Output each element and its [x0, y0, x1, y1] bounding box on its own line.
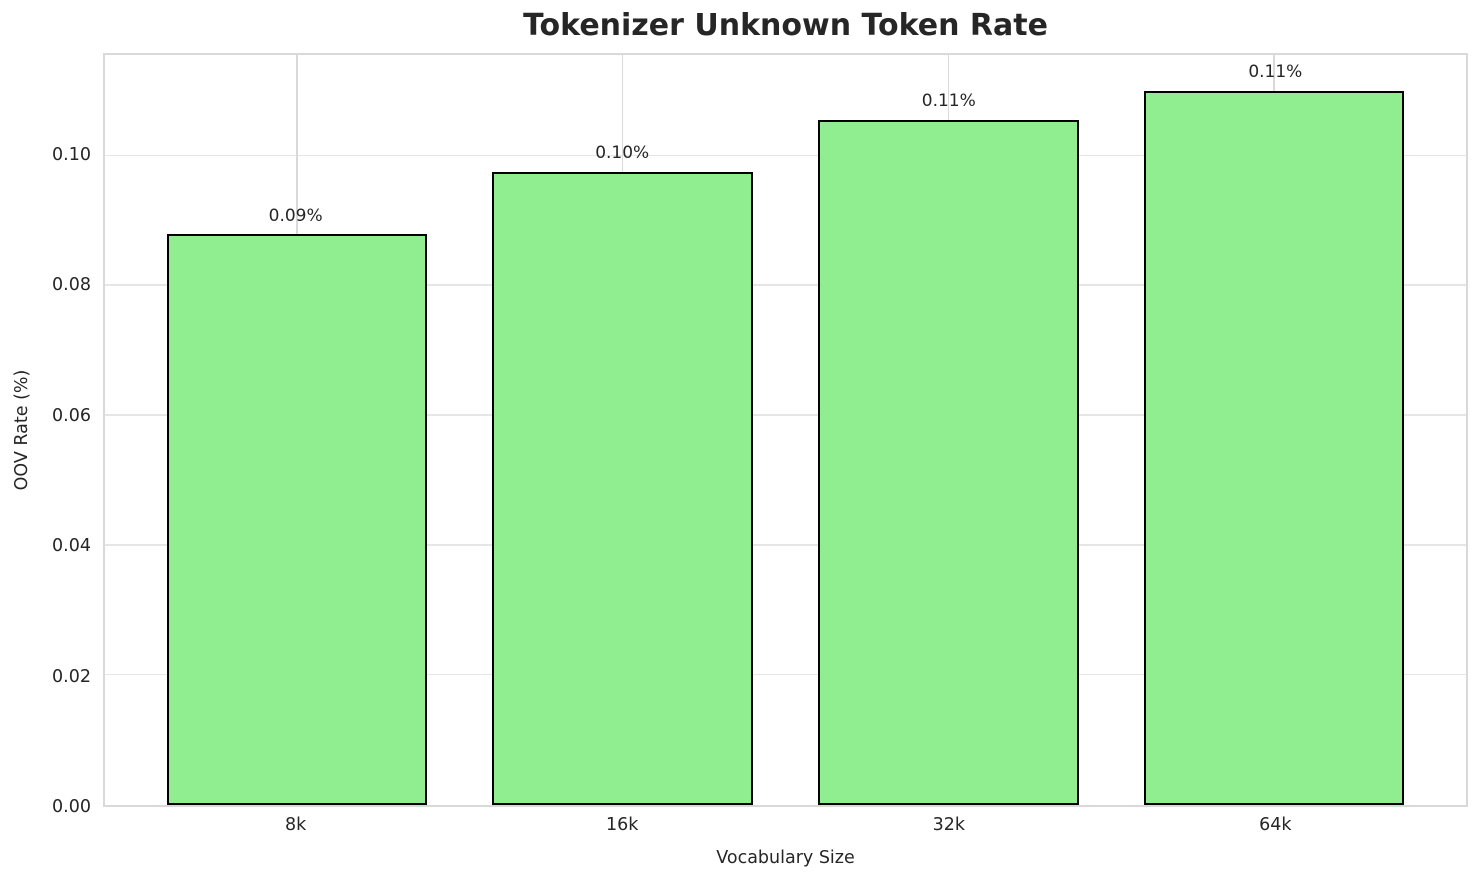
- horizontal-gridline: [105, 544, 1466, 546]
- chart-title: Tokenizer Unknown Token Rate: [523, 8, 1048, 43]
- horizontal-gridline: [105, 154, 1466, 157]
- bar-value-label: 0.09%: [268, 206, 323, 227]
- x-tick-label: 8k: [285, 815, 307, 835]
- bar-value-label: 0.11%: [1248, 61, 1303, 82]
- plot-area: [103, 53, 1468, 807]
- horizontal-gridline: [105, 414, 1466, 416]
- x-tick-label: 16k: [606, 815, 639, 835]
- bar-value-label: 0.10%: [595, 143, 650, 164]
- x-tick-label: 32k: [932, 815, 965, 835]
- y-tick-label: 0.04: [52, 536, 91, 557]
- x-tick-label: 64k: [1259, 815, 1292, 835]
- y-tick-label: 0.00: [52, 797, 91, 817]
- bar-16k: [492, 171, 753, 805]
- x-axis-title: Vocabulary Size: [716, 848, 855, 868]
- horizontal-gridline: [105, 673, 1466, 676]
- y-tick-label: 0.08: [52, 275, 91, 296]
- y-tick-label: 0.02: [52, 666, 91, 687]
- bar-value-label: 0.11%: [921, 91, 976, 112]
- bar-64k: [1143, 90, 1405, 805]
- bar-8k: [166, 234, 428, 805]
- bar-32k: [818, 119, 1079, 805]
- y-axis-title: OOV Rate (%): [12, 369, 32, 491]
- y-tick-label: 0.06: [52, 405, 91, 426]
- y-tick-label: 0.10: [52, 144, 91, 165]
- horizontal-gridline: [105, 284, 1466, 286]
